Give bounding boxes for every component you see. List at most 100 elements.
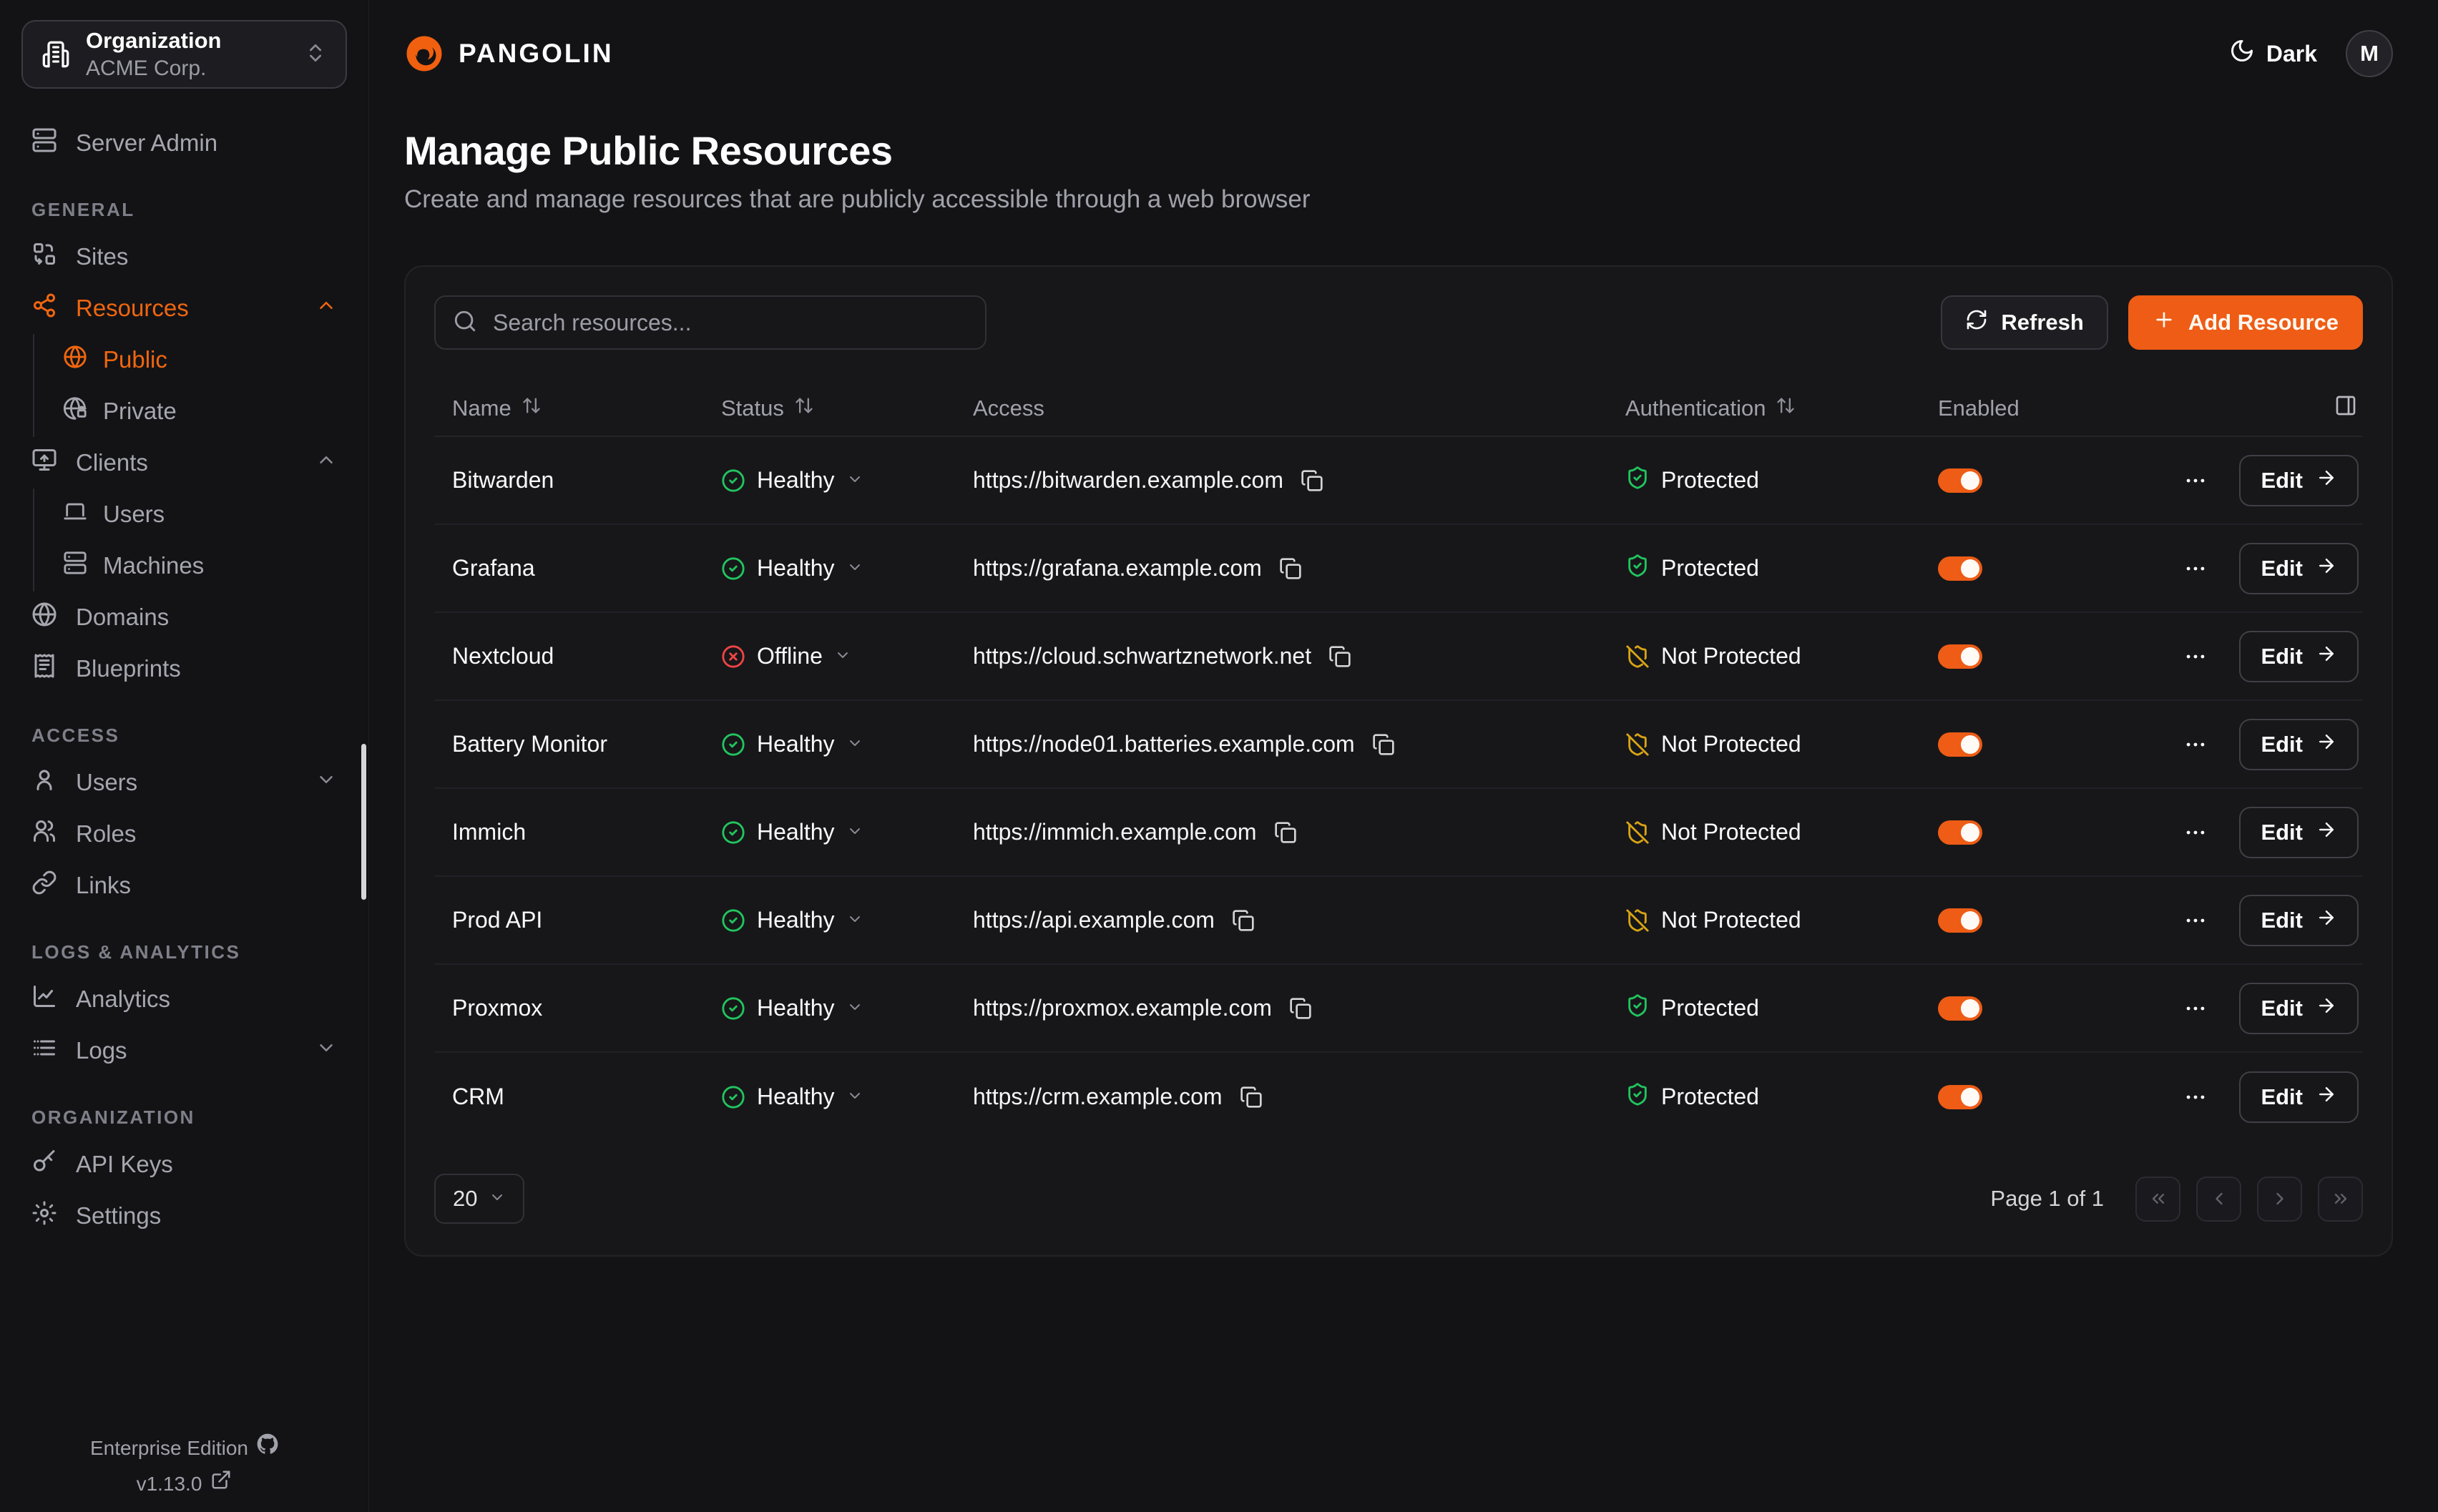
- table-row: Nextcloud Offline https://cloud.schwartz…: [434, 613, 2363, 701]
- row-menu-button[interactable]: [2183, 556, 2208, 581]
- enabled-toggle[interactable]: [1938, 908, 1982, 933]
- next-page-button[interactable]: [2257, 1176, 2302, 1222]
- pangolin-logo-icon: [406, 36, 442, 72]
- org-switcher[interactable]: Organization ACME Corp.: [21, 20, 347, 89]
- row-menu-button[interactable]: [2183, 468, 2208, 493]
- table-row: Immich Healthy https://immich.example.co…: [434, 789, 2363, 877]
- sidebar-item-analytics[interactable]: Analytics: [21, 973, 347, 1025]
- server-icon: [31, 127, 57, 159]
- sidebar-item-machines[interactable]: Machines: [63, 540, 347, 591]
- column-header-name[interactable]: Name: [434, 396, 703, 421]
- server-icon: [63, 551, 87, 581]
- copy-url-button[interactable]: [1274, 821, 1297, 844]
- enabled-toggle[interactable]: [1938, 996, 1982, 1021]
- sidebar-item-logs[interactable]: Logs: [21, 1025, 347, 1076]
- authentication-label: Not Protected: [1661, 907, 1801, 933]
- sidebar-item-api-keys[interactable]: API Keys: [21, 1139, 347, 1190]
- copy-url-button[interactable]: [1240, 1086, 1263, 1109]
- row-menu-button[interactable]: [2183, 1085, 2208, 1109]
- sidebar-item-links[interactable]: Links: [21, 860, 347, 911]
- edit-button[interactable]: Edit: [2239, 718, 2359, 770]
- search-input[interactable]: [491, 308, 968, 337]
- status-dropdown[interactable]: Healthy: [703, 731, 955, 757]
- status-dropdown[interactable]: Healthy: [703, 819, 955, 845]
- first-page-button[interactable]: [2135, 1176, 2180, 1222]
- copy-url-button[interactable]: [1279, 557, 1302, 580]
- healthy-icon: [721, 1085, 745, 1109]
- status-dropdown[interactable]: Healthy: [703, 1084, 955, 1110]
- edit-button[interactable]: Edit: [2239, 542, 2359, 594]
- sidebar-item-server-admin[interactable]: Server Admin: [21, 117, 347, 169]
- sidebar-item-private[interactable]: Private: [63, 386, 347, 437]
- sidebar-item-sites[interactable]: Sites: [21, 231, 347, 283]
- enabled-toggle[interactable]: [1938, 1084, 1982, 1109]
- brand-logo[interactable]: PANGOLIN: [404, 34, 614, 74]
- sidebar-scrollbar[interactable]: [361, 744, 366, 900]
- add-resource-button[interactable]: Add Resource: [2128, 295, 2363, 350]
- enabled-toggle[interactable]: [1938, 732, 1982, 757]
- previous-page-button[interactable]: [2196, 1176, 2241, 1222]
- row-menu-button[interactable]: [2183, 732, 2208, 757]
- copy-url-button[interactable]: [1328, 645, 1351, 668]
- sidebar-item-users[interactable]: Users: [21, 757, 347, 808]
- edit-button[interactable]: Edit: [2239, 806, 2359, 858]
- status-dropdown[interactable]: Healthy: [703, 467, 955, 494]
- enabled-toggle[interactable]: [1938, 644, 1982, 669]
- enabled-toggle[interactable]: [1938, 468, 1982, 493]
- status-dropdown[interactable]: Offline: [703, 643, 955, 669]
- edit-button[interactable]: Edit: [2239, 454, 2359, 506]
- external-link-icon[interactable]: [210, 1466, 232, 1502]
- arrow-right-icon: [2316, 643, 2337, 670]
- enabled-toggle[interactable]: [1938, 820, 1982, 845]
- enabled-toggle[interactable]: [1938, 556, 1982, 581]
- status-dropdown[interactable]: Healthy: [703, 555, 955, 581]
- row-menu-button[interactable]: [2183, 644, 2208, 669]
- sidebar-item-roles[interactable]: Roles: [21, 808, 347, 860]
- github-icon[interactable]: [257, 1430, 278, 1466]
- edit-button[interactable]: Edit: [2239, 1071, 2359, 1123]
- edit-button[interactable]: Edit: [2239, 630, 2359, 682]
- theme-toggle[interactable]: Dark: [2229, 38, 2317, 69]
- column-header-authentication[interactable]: Authentication: [1607, 396, 1920, 421]
- sidebar-item-settings[interactable]: Settings: [21, 1190, 347, 1242]
- topbar-right: Dark M: [2229, 30, 2393, 77]
- copy-url-button[interactable]: [1232, 909, 1255, 932]
- sidebar-item-resources[interactable]: Resources: [21, 283, 347, 334]
- sidebar-item-clients[interactable]: Clients: [21, 437, 347, 489]
- row-actions: Edit: [2120, 542, 2363, 594]
- row-menu-button[interactable]: [2183, 908, 2208, 933]
- resource-access: https://node01.batteries.example.com: [955, 731, 1607, 757]
- sidebar-item-public[interactable]: Public: [63, 334, 347, 386]
- edit-button[interactable]: Edit: [2239, 982, 2359, 1034]
- section-label-logs-analytics: LOGS & ANALYTICS: [31, 941, 241, 963]
- page-size-select[interactable]: 20: [434, 1174, 525, 1224]
- resource-enabled: [1920, 732, 2120, 757]
- sidebar-item-blueprints[interactable]: Blueprints: [21, 643, 347, 694]
- row-actions: Edit: [2120, 630, 2363, 682]
- status-dropdown[interactable]: Healthy: [703, 907, 955, 933]
- ellipsis-icon: [2187, 830, 2205, 834]
- refresh-button[interactable]: Refresh: [1941, 295, 2108, 350]
- resource-authentication: Not Protected: [1607, 731, 1920, 757]
- edit-button[interactable]: Edit: [2239, 894, 2359, 946]
- avatar[interactable]: M: [2346, 30, 2393, 77]
- column-visibility-button[interactable]: [2120, 394, 2363, 423]
- table-row: Prod API Healthy https://api.example.com…: [434, 877, 2363, 965]
- sidebar-item-client-users[interactable]: Users: [63, 489, 347, 540]
- link-icon: [31, 870, 57, 901]
- arrow-right-icon: [2316, 731, 2337, 758]
- table-row: Proxmox Healthy https://proxmox.example.…: [434, 965, 2363, 1053]
- copy-url-button[interactable]: [1289, 997, 1312, 1020]
- copy-url-button[interactable]: [1301, 469, 1323, 492]
- column-header-status[interactable]: Status: [703, 396, 955, 421]
- sidebar: Organization ACME Corp. Server Admin GEN…: [0, 0, 369, 1512]
- status-dropdown[interactable]: Healthy: [703, 995, 955, 1021]
- copy-url-button[interactable]: [1372, 733, 1395, 756]
- chevron-down-icon: [846, 1084, 863, 1110]
- row-menu-button[interactable]: [2183, 996, 2208, 1021]
- row-menu-button[interactable]: [2183, 820, 2208, 845]
- sidebar-item-domains[interactable]: Domains: [21, 591, 347, 643]
- resource-enabled: [1920, 996, 2120, 1021]
- last-page-button[interactable]: [2318, 1176, 2363, 1222]
- sort-icon: [522, 396, 542, 421]
